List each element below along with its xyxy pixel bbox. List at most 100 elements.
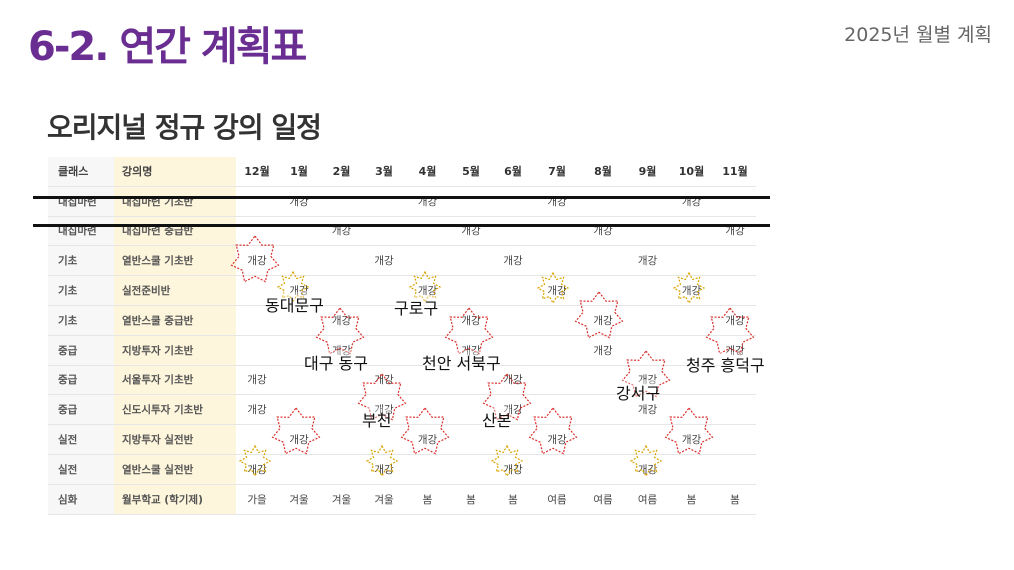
table-cell: 개강 [534, 186, 580, 217]
table-cell [580, 245, 626, 277]
table-cell: 개강 [626, 245, 669, 277]
red-star-marker [621, 350, 671, 398]
table-cell: 겨울 [363, 484, 405, 515]
table-cell: 여름 [580, 484, 626, 515]
table-cell: 여름 [626, 484, 669, 515]
table-cell: 개강 [236, 365, 278, 396]
table-cell [450, 245, 492, 277]
table-cell [669, 216, 714, 247]
table-cell [405, 394, 450, 426]
table-row: 중급 지방투자 기초반 개강 개강 개강 개강 [48, 335, 756, 366]
table-cell: 개강 [492, 245, 534, 277]
table-cell: 중급 [48, 335, 114, 366]
gold-star-marker [365, 444, 399, 478]
table-cell: 개강 [320, 335, 363, 366]
strike-line-1 [33, 196, 770, 199]
table-cell: 개강 [669, 186, 714, 217]
table-cell: 기초 [48, 275, 114, 306]
table-cell: 열반스쿨 실전반 [114, 454, 236, 485]
red-star-marker [528, 407, 578, 455]
table-cell: 월부학교 (학기제) [114, 484, 236, 515]
table-cell [669, 335, 714, 366]
table-cell: 서울투자 기초반 [114, 365, 236, 396]
table-cell [236, 275, 278, 306]
table-cell [626, 305, 669, 336]
table-cell: 개강 [669, 424, 714, 455]
table-cell: 개강 [278, 275, 320, 306]
table-cell [320, 275, 363, 306]
table-cell: 개강 [714, 305, 756, 336]
area-label-gangseogu: 강서구 [616, 380, 661, 404]
gold-star-marker [276, 270, 310, 304]
gold-star-marker [629, 444, 663, 478]
strike-line-2 [33, 224, 770, 227]
table-cell [534, 305, 580, 336]
table-cell: 개강 [626, 365, 669, 396]
table-cell [278, 305, 320, 336]
table-cell [626, 424, 669, 455]
table-cell [363, 186, 405, 217]
table-cell: 봄 [492, 484, 534, 515]
table-cell [236, 305, 278, 336]
table-cell [714, 424, 756, 455]
table-cell [626, 275, 669, 306]
red-star-marker [357, 373, 407, 421]
area-label-cheongju-heungdeokgu: 청주 흥덕구 [686, 352, 765, 376]
table-cell [580, 454, 626, 485]
table-cell: 지방투자 실전반 [114, 424, 236, 455]
table-cell [450, 394, 492, 426]
table-row: 기초 열반스쿨 기초반 개강 개강 개강 개강 [48, 245, 756, 277]
area-label-daegu-donggu: 대구 동구 [304, 350, 368, 374]
gold-star-marker [408, 270, 442, 304]
table-cell [534, 454, 580, 485]
table-cell [450, 275, 492, 306]
table-cell [278, 454, 320, 485]
table-cell: 개강 [626, 454, 669, 485]
table-cell [534, 394, 580, 426]
table-cell [363, 216, 405, 247]
table-header-cell: 3월 [363, 157, 405, 187]
table-cell [580, 394, 626, 426]
table-cell: 개강 [236, 394, 278, 426]
table-header-cell: 강의명 [114, 157, 236, 187]
table-cell [714, 454, 756, 485]
table-cell [580, 424, 626, 455]
table-cell: 봄 [405, 484, 450, 515]
table-cell: 기초 [48, 245, 114, 277]
red-star-marker [444, 307, 494, 355]
table-cell [626, 186, 669, 217]
table-cell: 실전준비반 [114, 275, 236, 306]
table-cell [626, 335, 669, 366]
red-star-marker [482, 373, 532, 421]
table-header-row: 클래스 강의명 12월 1월 2월 3월 4월 5월 6월 7월 8월 9월 10월 11월 [48, 157, 756, 187]
table-row: 중급 서울투자 기초반 개강 개강 개강 개강 [48, 365, 756, 396]
table-cell [492, 216, 534, 247]
table-header-cell: 5월 [450, 157, 492, 187]
table-cell [363, 305, 405, 336]
table-header-cell: 9월 [626, 157, 669, 187]
table-cell [320, 245, 363, 277]
table-row: 기초 실전준비반 개강 개강 개강 개강 [48, 275, 756, 306]
table-row: 기초 열반스쿨 중급반 개강 개강 개강 개강 [48, 305, 756, 336]
table-cell [669, 245, 714, 277]
area-label-bucheon: 부천 [362, 407, 392, 431]
table-cell [236, 186, 278, 217]
table-cell [320, 394, 363, 426]
table-cell [714, 186, 756, 217]
table-cell: 중급 [48, 365, 114, 396]
table-cell [669, 365, 714, 396]
table-cell [492, 275, 534, 306]
table-cell [714, 275, 756, 306]
table-cell: 개강 [405, 275, 450, 306]
table-cell: 개강 [714, 216, 756, 247]
table-cell: 개강 [320, 216, 363, 247]
slide-title: 6-2. 연간 계획표 [28, 24, 307, 70]
table-cell [450, 454, 492, 485]
table-cell: 개강 [320, 305, 363, 336]
table-header-cell: 6월 [492, 157, 534, 187]
slide-subtitle: 2025년 월별 계획 [844, 24, 992, 46]
table-cell: 내집마련 중급반 [114, 216, 236, 247]
area-label-dongdaemun: 동대문구 [265, 292, 324, 316]
table-cell [363, 275, 405, 306]
table-cell: 심화 [48, 484, 114, 515]
